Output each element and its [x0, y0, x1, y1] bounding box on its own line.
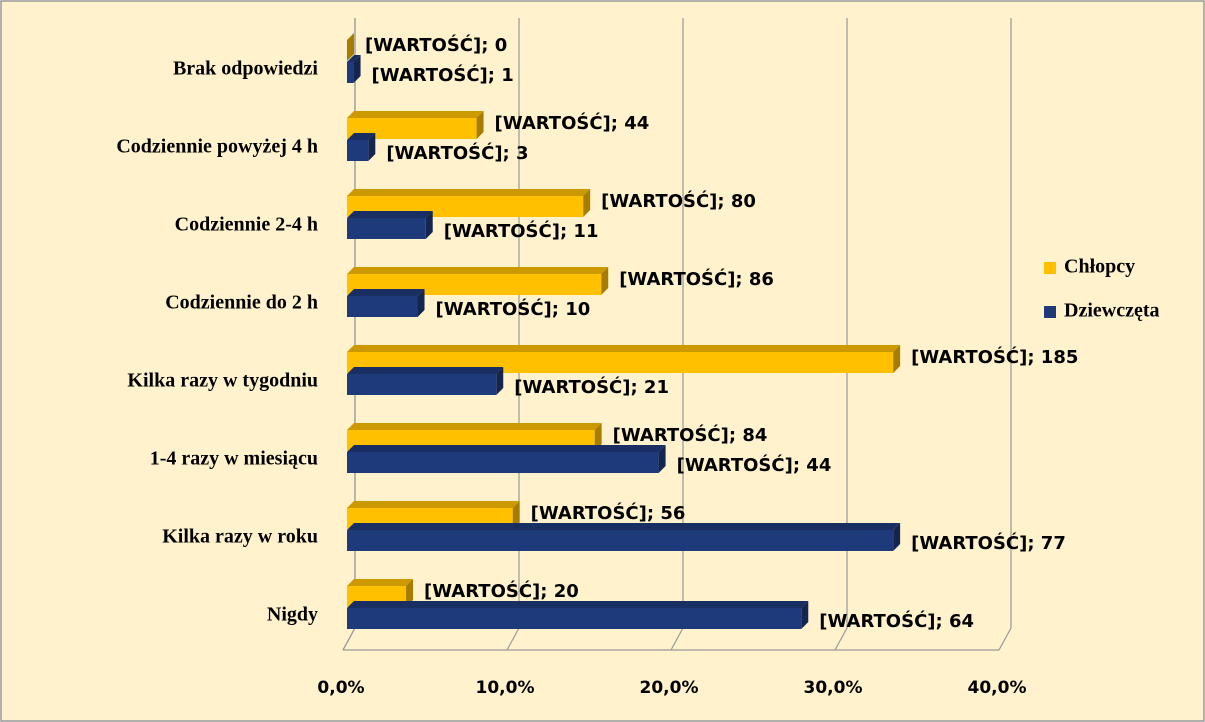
bar-top — [347, 289, 425, 296]
category-label: Kilka razy w roku — [162, 526, 318, 548]
bar — [347, 111, 484, 139]
data-label: [WARTOŚĆ]; 0 — [365, 34, 507, 56]
x-tick-label: 10,0% — [476, 678, 535, 698]
bar-top — [347, 367, 504, 374]
legend-swatch — [1044, 262, 1056, 274]
bar-side — [658, 445, 666, 473]
bar-top — [347, 579, 414, 586]
category-label: Brak odpowiedzi — [173, 58, 318, 80]
x-tick-label: 30,0% — [804, 678, 863, 698]
bar-top — [347, 55, 361, 62]
bar-front — [347, 296, 418, 317]
data-label: [WARTOŚĆ]; 56 — [531, 502, 686, 524]
bar-top — [347, 445, 666, 452]
bar-top — [347, 211, 433, 218]
legend-swatch — [1044, 306, 1056, 318]
data-label: [WARTOŚĆ]; 84 — [613, 424, 768, 446]
grid-line — [834, 18, 848, 651]
bar-side — [801, 601, 809, 629]
x-tick-label: 20,0% — [640, 678, 699, 698]
bar-side — [496, 367, 504, 395]
data-label: [WARTOŚĆ]; 77 — [911, 532, 1066, 554]
bar — [347, 523, 901, 551]
bar-top — [347, 111, 484, 118]
bar-side — [368, 133, 376, 161]
bar-top — [347, 523, 901, 530]
category-label: 1-4 razy w miesiącu — [150, 448, 318, 470]
bar — [347, 445, 666, 473]
bar-side — [594, 423, 602, 451]
category-label: Kilka razy w tygodniu — [127, 370, 318, 392]
bar — [347, 211, 433, 239]
bar-side — [601, 267, 609, 295]
bar — [347, 55, 361, 83]
bar — [347, 367, 504, 395]
bar-side — [476, 111, 484, 139]
data-label: [WARTOŚĆ]; 11 — [444, 220, 599, 242]
bar — [347, 133, 376, 161]
bar-side — [583, 189, 591, 217]
category-label: Codziennie 2-4 h — [175, 214, 318, 236]
category-label: Nigdy — [267, 604, 318, 626]
bar — [347, 289, 425, 317]
bar — [347, 601, 809, 629]
data-label: [WARTOŚĆ]; 1 — [372, 64, 514, 86]
bar-front — [347, 608, 802, 629]
data-label: [WARTOŚĆ]; 3 — [386, 142, 528, 164]
data-label: [WARTOŚĆ]; 20 — [424, 580, 579, 602]
data-label: [WARTOŚĆ]; 185 — [911, 346, 1078, 368]
data-label: [WARTOŚĆ]; 86 — [619, 268, 774, 290]
x-tick-label: 0,0% — [317, 678, 364, 698]
bar-top — [347, 345, 901, 352]
bar-front — [347, 452, 659, 473]
bar — [347, 579, 414, 607]
bar-top — [347, 189, 591, 196]
data-label: [WARTOŚĆ]; 80 — [601, 190, 756, 212]
data-label: [WARTOŚĆ]; 10 — [436, 298, 591, 320]
legend-label: Dziewczęta — [1064, 300, 1160, 322]
bar-side — [893, 345, 901, 373]
bar-top — [347, 601, 809, 608]
bar-side — [353, 55, 361, 83]
data-label: [WARTOŚĆ]; 21 — [514, 376, 669, 398]
bar-side — [347, 33, 354, 61]
bar-front — [347, 140, 369, 161]
data-label: [WARTOŚĆ]; 44 — [677, 454, 832, 476]
bar-side — [406, 579, 414, 607]
bar-top — [347, 267, 609, 274]
bar — [347, 33, 354, 61]
data-label: [WARTOŚĆ]; 64 — [819, 610, 974, 632]
bar-top — [347, 133, 376, 140]
legend-label: Chłopcy — [1064, 256, 1135, 278]
bar-front — [347, 62, 354, 83]
bar-top — [347, 501, 520, 508]
category-label: Codziennie do 2 h — [165, 292, 318, 314]
bar-side — [417, 289, 425, 317]
category-label: Codziennie powyżej 4 h — [116, 136, 318, 158]
bar-side — [893, 523, 901, 551]
bar-front — [347, 374, 497, 395]
bar-front — [347, 530, 894, 551]
bar-front — [347, 218, 426, 239]
bar-front — [347, 118, 477, 139]
bar-side — [425, 211, 433, 239]
bar-side — [512, 501, 520, 529]
x-tick-label: 40,0% — [968, 678, 1027, 698]
bar-top — [347, 423, 602, 430]
data-label: [WARTOŚĆ]; 44 — [495, 112, 650, 134]
grid-line — [998, 18, 1012, 651]
